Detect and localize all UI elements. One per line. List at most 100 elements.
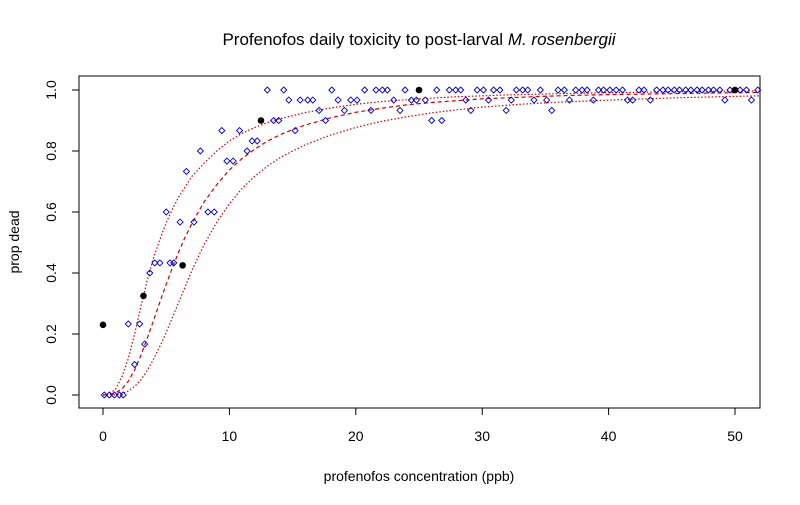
y-axis-label: prop dead [6, 210, 22, 273]
plot-frame [78, 75, 761, 409]
simulated-point [452, 86, 460, 94]
simulated-point [334, 96, 342, 104]
curve-lower [102, 95, 761, 396]
simulated-point [156, 259, 164, 267]
simulated-point [321, 116, 330, 125]
simulated-point [396, 106, 404, 115]
simulated-point [253, 137, 261, 145]
x-tick-label: 10 [222, 428, 238, 444]
simulated-point [315, 106, 323, 115]
simulated-points [100, 86, 762, 399]
simulated-point [378, 86, 386, 94]
simulated-point [565, 96, 574, 104]
simulated-point [599, 86, 608, 94]
simulated-point [182, 167, 191, 176]
observed-point [99, 321, 107, 329]
simulated-point [124, 320, 132, 328]
simulated-point [536, 86, 544, 94]
simulated-point [646, 96, 654, 104]
simulated-point [479, 86, 488, 94]
x-tick-label: 50 [727, 428, 743, 444]
simulated-point [721, 96, 729, 104]
x-axis-label: profenofos concentration (ppb) [324, 468, 515, 484]
simulated-point [100, 391, 108, 399]
simulated-point [438, 116, 446, 125]
simulated-point [635, 86, 643, 94]
simulated-point [218, 126, 226, 135]
y-tick-label: 0.8 [43, 141, 59, 161]
simulated-point [704, 86, 713, 94]
simulated-point [433, 86, 441, 94]
simulated-point [606, 86, 614, 94]
x-tick-label: 0 [99, 428, 107, 444]
simulated-point [170, 259, 178, 267]
simulated-point [204, 208, 212, 216]
simulated-point [496, 86, 504, 94]
simulated-point [353, 96, 361, 104]
simulated-point [652, 86, 661, 94]
simulated-point [412, 96, 421, 104]
y-tick-label: 0.4 [43, 263, 59, 283]
simulated-point [618, 86, 627, 94]
simulated-point [190, 218, 198, 226]
simulated-point [693, 86, 701, 94]
simulated-point [462, 96, 470, 104]
simulated-point [110, 391, 119, 399]
simulated-point [659, 86, 667, 94]
simulated-point [530, 96, 538, 104]
simulated-point [484, 96, 493, 104]
simulated-point [328, 86, 336, 94]
y-tick-label: 0.2 [43, 324, 59, 344]
simulated-point [548, 106, 556, 115]
observed-points [99, 86, 739, 329]
simulated-point [151, 259, 159, 267]
simulated-point [407, 96, 416, 104]
simulated-point [361, 86, 369, 94]
simulated-point [176, 218, 184, 226]
curve-upper [102, 90, 761, 396]
simulated-point [628, 96, 637, 104]
x-tick-label: 20 [348, 428, 364, 444]
simulated-point [304, 96, 312, 104]
simulated-point [623, 96, 632, 104]
simulated-point [640, 86, 648, 94]
observed-point [140, 292, 147, 300]
simulated-point [507, 96, 515, 104]
chart-title-italic: M. rosenbergii [508, 30, 617, 49]
simulated-point [589, 96, 598, 104]
simulated-point [166, 259, 174, 267]
simulated-point [372, 86, 380, 94]
observed-point [415, 86, 423, 94]
simulated-point [229, 157, 237, 165]
simulated-point [612, 86, 620, 94]
simulated-point [675, 86, 684, 94]
simulated-point [664, 86, 672, 94]
simulated-point [524, 86, 532, 94]
simulated-point [554, 86, 562, 94]
simulated-point [162, 208, 170, 216]
simulated-point [243, 147, 251, 155]
simulated-point [682, 86, 690, 94]
simulated-point [270, 116, 278, 125]
simulated-point [141, 340, 149, 348]
simulated-point [223, 157, 231, 165]
simulated-point [754, 86, 762, 94]
observed-point [179, 262, 186, 269]
simulated-point [467, 106, 475, 115]
y-tick-label: 0.6 [43, 202, 59, 222]
simulated-point [670, 86, 678, 94]
simulated-point [512, 86, 520, 94]
simulated-point [473, 86, 481, 94]
observed-point [257, 117, 265, 124]
simulated-point [275, 116, 283, 125]
simulated-point [445, 86, 453, 94]
chart-title-main: Profenofos daily toxicity to post-larval [222, 30, 503, 49]
simulated-point [390, 96, 398, 104]
simulated-point [291, 126, 299, 135]
simulated-point [401, 86, 409, 94]
simulated-point [119, 391, 127, 399]
simulated-point [687, 86, 695, 94]
simulated-point [248, 137, 256, 145]
simulated-point [747, 96, 756, 104]
